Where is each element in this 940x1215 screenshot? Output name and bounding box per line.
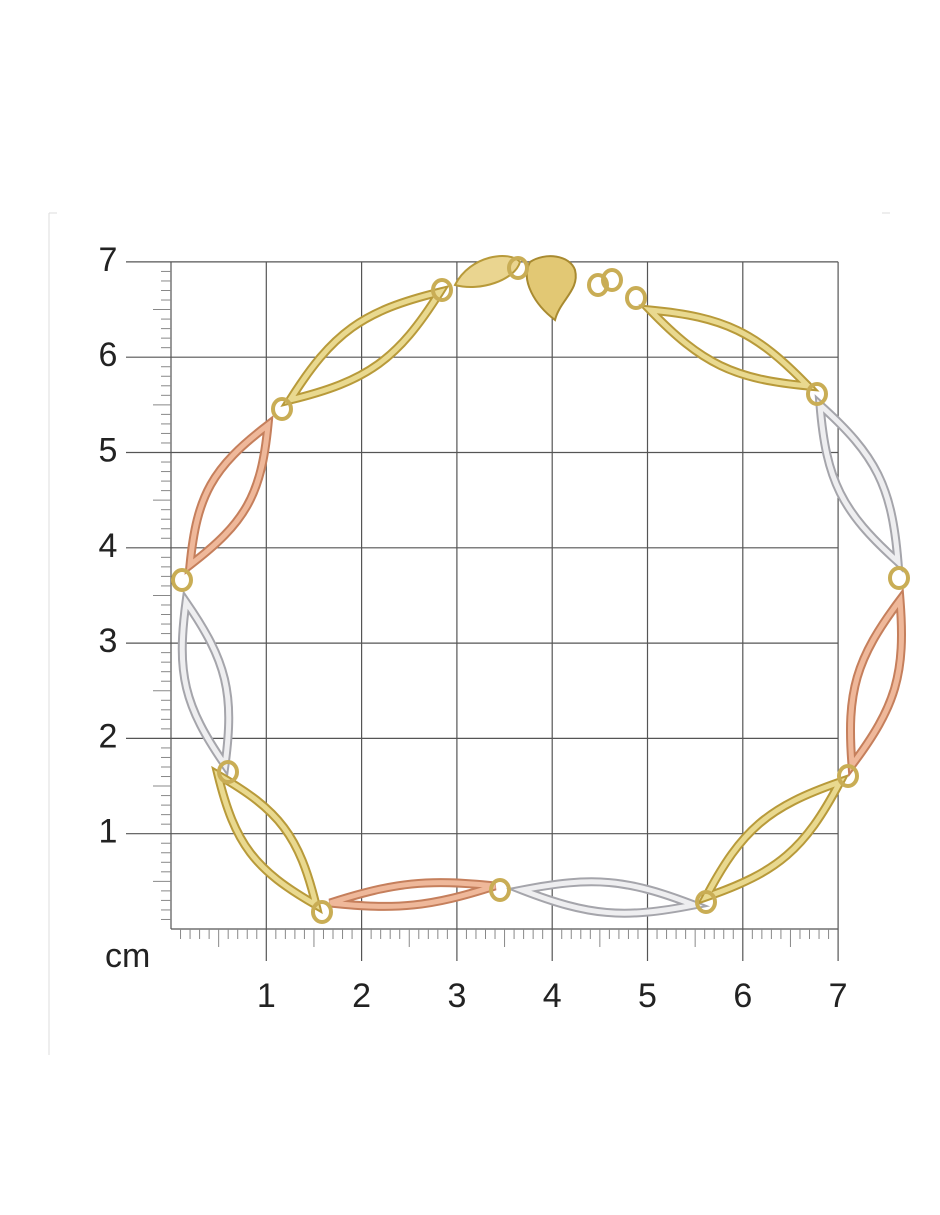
jump-ring xyxy=(837,764,859,788)
x-tick-label: 5 xyxy=(638,977,657,1015)
lobster-clasp xyxy=(525,255,577,322)
bracelet xyxy=(171,255,910,924)
jump-ring xyxy=(806,382,828,406)
link xyxy=(177,589,234,778)
jump-ring xyxy=(431,278,453,302)
jump-ring xyxy=(587,273,609,297)
link-highlight xyxy=(816,398,902,569)
jump-ring xyxy=(489,878,511,902)
jump-ring xyxy=(271,397,293,421)
link-highlight xyxy=(284,288,446,404)
y-tick-label: 2 xyxy=(99,717,118,755)
jump-ring xyxy=(171,568,193,592)
jump-ring xyxy=(217,760,239,784)
link-highlight xyxy=(214,769,320,911)
x-tick-label: 1 xyxy=(257,977,276,1015)
link-highlight xyxy=(329,880,496,909)
y-tick-label: 4 xyxy=(99,527,118,565)
y-tick-label: 7 xyxy=(99,241,118,279)
jump-ring xyxy=(507,256,529,280)
jump-ring xyxy=(311,900,333,924)
link-highlight xyxy=(700,777,846,902)
x-tick-label: 7 xyxy=(829,977,848,1015)
jump-ring xyxy=(625,286,647,310)
unit-label: cm xyxy=(105,937,150,975)
y-tick-label: 6 xyxy=(99,336,118,374)
link-highlight xyxy=(186,419,272,571)
y-tick-label: 1 xyxy=(99,813,118,851)
measurement-grid: 1 2 3 4 5 6 7 1 2 3 4 5 6 7 xyxy=(99,241,848,1015)
link-highlight xyxy=(643,306,815,390)
y-tick-label: 3 xyxy=(99,622,118,660)
x-tick-label: 2 xyxy=(352,977,371,1015)
clasp-tag xyxy=(453,255,522,289)
link xyxy=(814,394,904,573)
link xyxy=(696,774,850,905)
x-tick-label: 3 xyxy=(447,977,466,1015)
link-highlight xyxy=(513,879,703,916)
link xyxy=(280,285,450,407)
x-tick-label: 4 xyxy=(543,977,562,1015)
link-highlight xyxy=(848,593,904,772)
y-tick-label: 5 xyxy=(99,431,118,469)
jump-ring xyxy=(888,566,910,590)
link xyxy=(211,765,323,915)
jump-ring xyxy=(601,268,623,292)
jump-ring xyxy=(695,890,717,914)
link-highlight xyxy=(179,595,232,772)
link xyxy=(184,415,274,575)
x-tick-label: 6 xyxy=(733,977,752,1015)
link xyxy=(638,304,820,392)
